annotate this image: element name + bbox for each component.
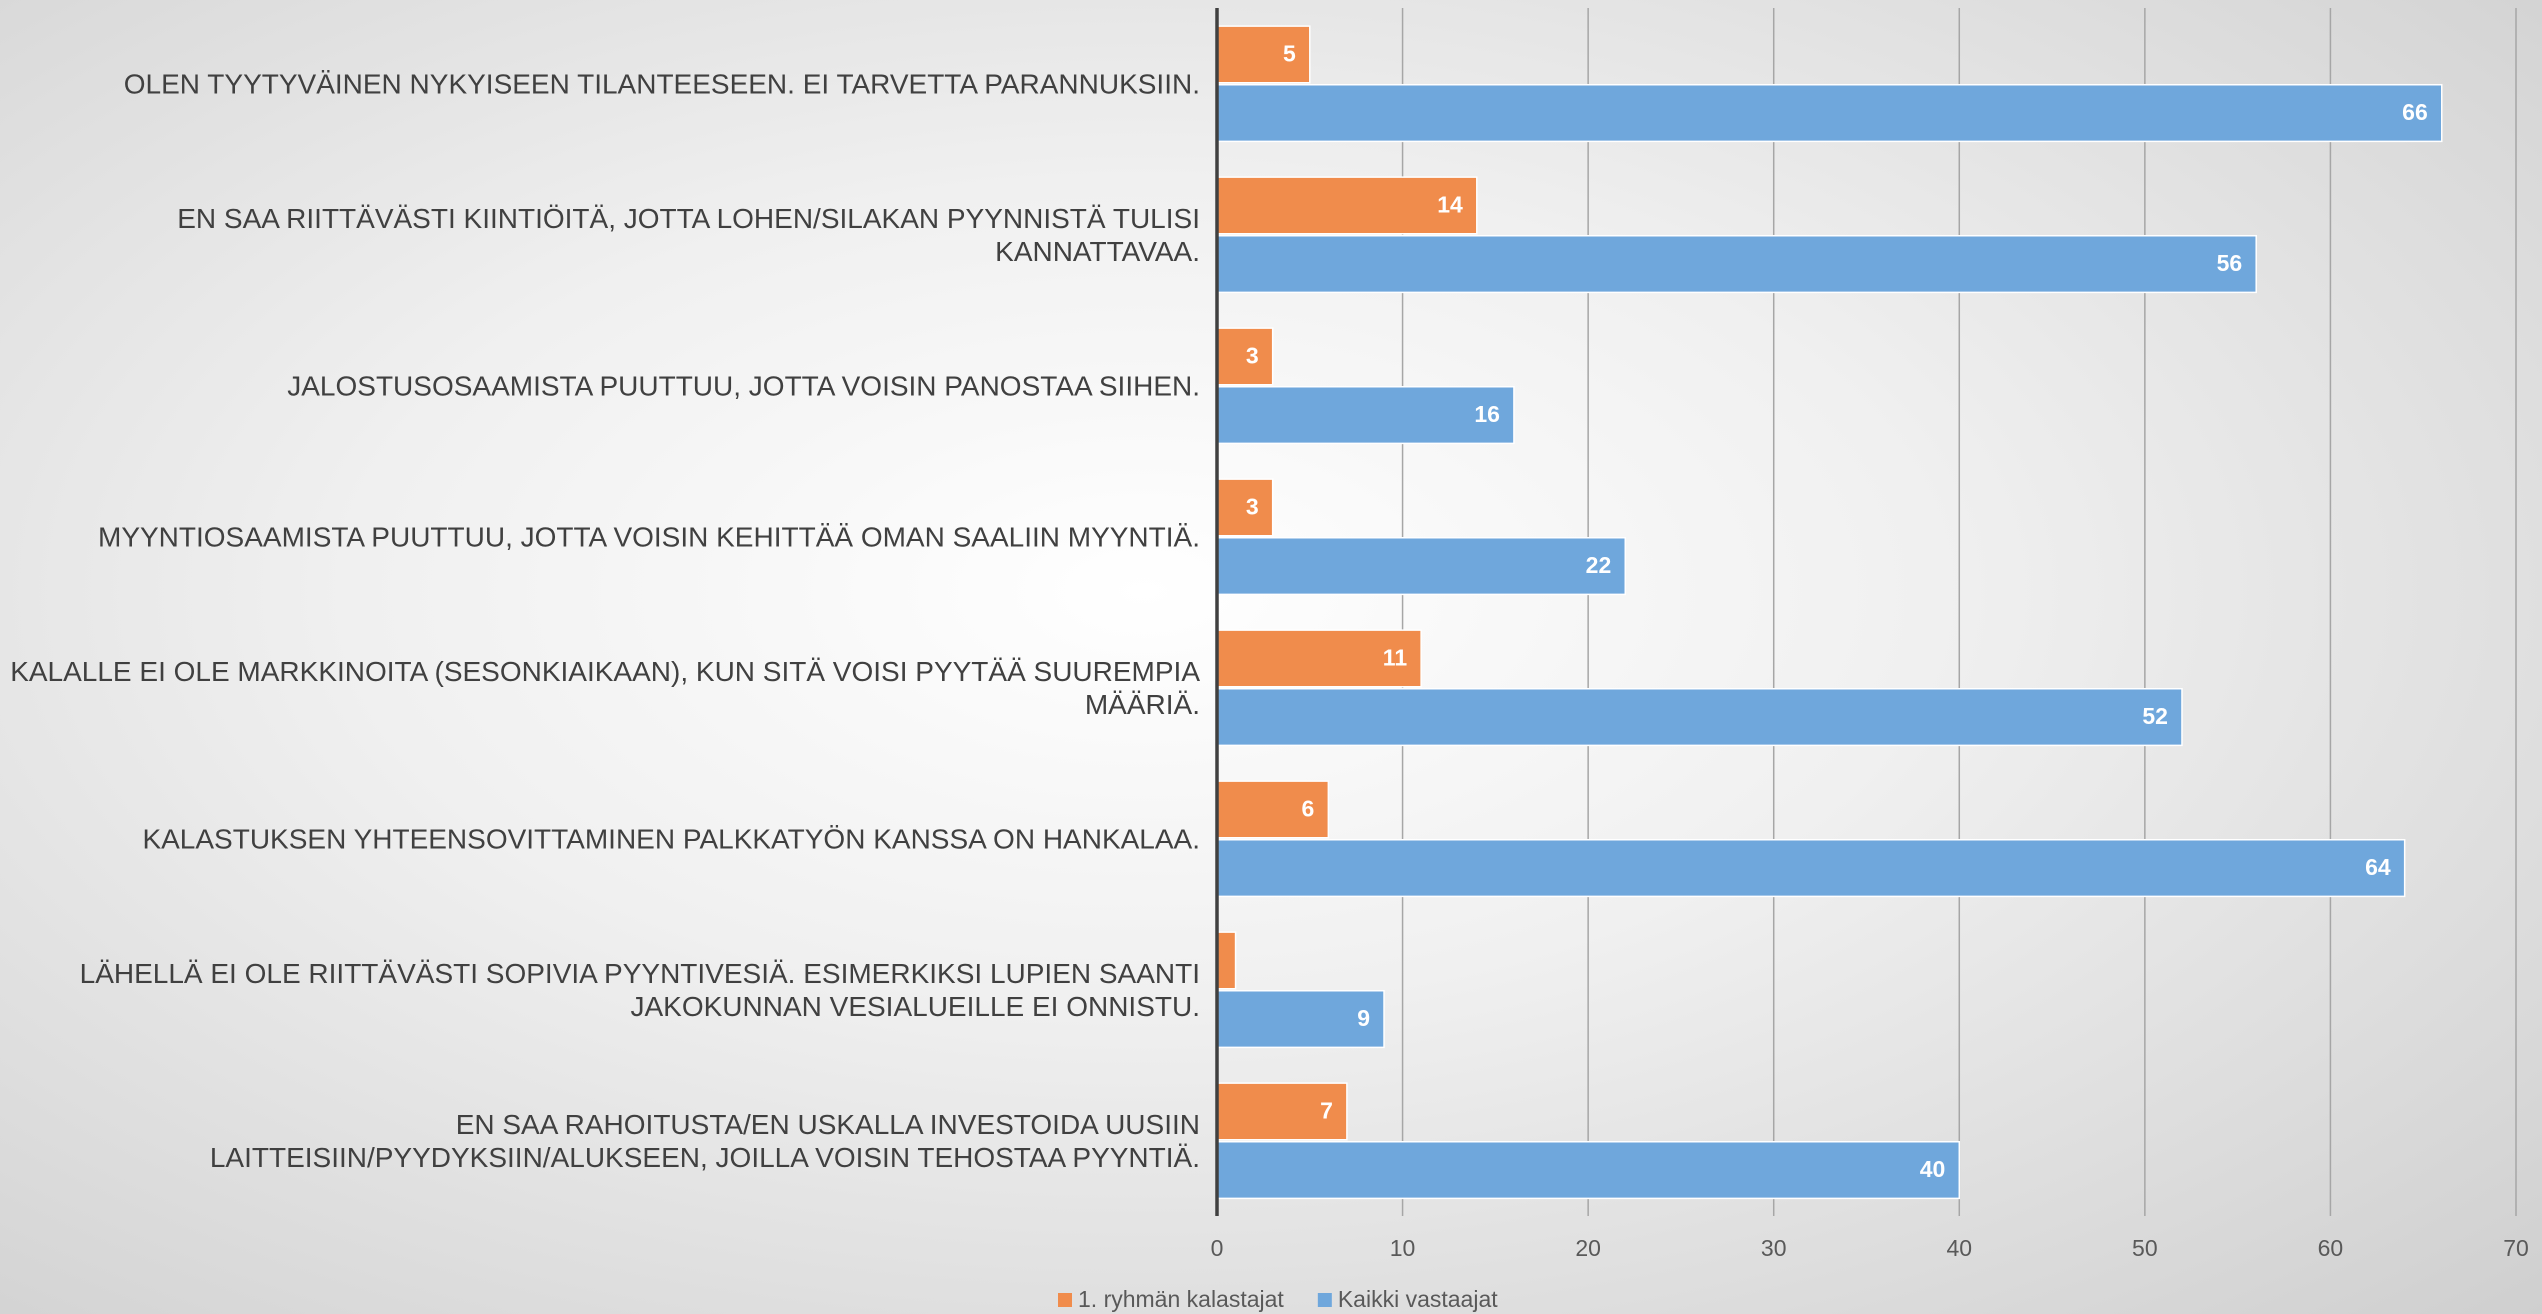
bar xyxy=(1216,1140,1961,1200)
x-tick-label: 40 xyxy=(1946,1235,1972,1261)
bar xyxy=(1216,234,2257,294)
data-label: 56 xyxy=(2217,250,2243,276)
legend-swatch xyxy=(1317,1293,1332,1307)
data-label: 66 xyxy=(2402,99,2428,125)
bar xyxy=(1216,838,2406,898)
legend-swatch xyxy=(1058,1293,1072,1307)
y-tick-label: JALOSTUSOSAAMISTA PUUTTUU, JOTTA VOISIN … xyxy=(287,370,1200,401)
bar xyxy=(1216,327,1274,386)
y-tick-label: MYYNTIOSAAMISTA PUUTTUU, JOTTA VOISIN KE… xyxy=(98,521,1200,552)
legend-label: Kaikki vastaajat xyxy=(1338,1286,1498,1312)
bar xyxy=(1216,176,1478,235)
y-tick-label: EN SAA RAHOITUSTA/EN USKALLA INVESTOIDA … xyxy=(209,1108,1200,1173)
x-tick-label: 70 xyxy=(2503,1235,2529,1261)
bar xyxy=(1216,83,2443,143)
bar xyxy=(1216,780,1330,839)
x-tick-label: 10 xyxy=(1390,1235,1416,1261)
x-tick-label: 30 xyxy=(1761,1235,1787,1261)
y-tick-label: KALALLE EI OLE MARKKINOITA (SESONKIAIKAA… xyxy=(10,655,1200,720)
data-label: 6 xyxy=(1302,796,1315,822)
data-label: 9 xyxy=(1357,1005,1370,1031)
bar xyxy=(1216,629,1422,688)
data-label: 5 xyxy=(1283,41,1296,67)
data-label: 3 xyxy=(1246,343,1259,369)
x-tick-label: 50 xyxy=(2132,1235,2158,1261)
bar xyxy=(1216,1082,1348,1141)
data-label: 52 xyxy=(2142,703,2168,729)
bar xyxy=(1216,989,1385,1049)
data-label: 14 xyxy=(1437,192,1463,218)
y-tick-label: KALASTUKSEN YHTEENSOVITTAMINEN PALKKATYÖ… xyxy=(142,823,1200,854)
y-tick-label: OLEN TYYTYVÄINEN NYKYISEEN TILANTEESEEN.… xyxy=(123,68,1200,99)
bar xyxy=(1216,931,1237,990)
bar xyxy=(1216,687,2183,747)
x-tick-label: 60 xyxy=(2318,1235,2344,1261)
data-label: 22 xyxy=(1586,552,1612,578)
y-tick-label: EN SAA RIITTÄVÄSTI KIINTIÖITÄ, JOTTA LOH… xyxy=(177,202,1200,267)
data-label: 11 xyxy=(1383,645,1408,671)
data-label: 40 xyxy=(1920,1156,1946,1182)
data-label: 64 xyxy=(2365,854,2391,880)
bar xyxy=(1216,478,1274,537)
bar xyxy=(1216,536,1627,596)
bar xyxy=(1216,25,1311,84)
legend-label: 1. ryhmän kalastajat xyxy=(1078,1286,1284,1312)
y-tick-label: LÄHELLÄ EI OLE RIITTÄVÄSTI SOPIVIA PYYNT… xyxy=(79,957,1200,1022)
data-label: 3 xyxy=(1246,494,1259,520)
x-tick-label: 0 xyxy=(1211,1235,1224,1261)
bar xyxy=(1216,385,1515,445)
x-tick-label: 20 xyxy=(1575,1235,1601,1261)
data-label: 7 xyxy=(1320,1098,1333,1124)
data-label: 16 xyxy=(1474,401,1500,427)
